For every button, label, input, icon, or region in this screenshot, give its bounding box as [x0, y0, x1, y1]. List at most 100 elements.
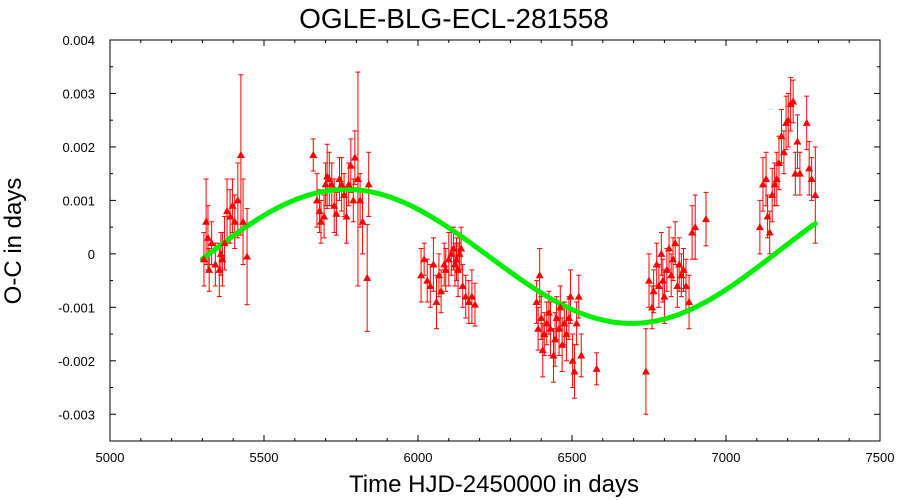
data-point [207, 239, 216, 247]
data-point [660, 292, 669, 300]
data-point [657, 249, 666, 257]
data-point [363, 273, 372, 281]
data-point [765, 228, 774, 236]
data-point [349, 196, 358, 204]
plot-frame [109, 39, 881, 442]
data-point [458, 281, 467, 289]
data-point [555, 324, 564, 332]
data-point [648, 303, 657, 311]
data-point [562, 330, 571, 338]
data-point [230, 217, 239, 225]
data-point [574, 292, 583, 300]
data-point [681, 281, 690, 289]
data-point [444, 255, 453, 263]
data-point [233, 196, 242, 204]
data-point [534, 324, 543, 332]
data-point [544, 308, 553, 316]
y-tick-label: 0.003 [62, 86, 95, 101]
data-point [218, 255, 227, 263]
data-point [758, 180, 767, 188]
data-point [568, 356, 577, 364]
y-tick-label: 0.001 [62, 193, 95, 208]
data-markers [199, 97, 820, 375]
data-point [649, 287, 658, 295]
data-point [449, 244, 458, 252]
x-tick-label: 7500 [866, 450, 895, 465]
y-tick-label: 0.004 [62, 33, 95, 48]
data-point [770, 180, 779, 188]
data-point [211, 260, 220, 268]
data-point [540, 330, 549, 338]
data-point [441, 265, 450, 273]
data-point [549, 351, 558, 359]
data-point [335, 175, 344, 183]
data-point [675, 260, 684, 268]
data-point [205, 265, 214, 273]
data-point [795, 169, 804, 177]
data-point [652, 260, 661, 268]
data-point [423, 276, 432, 284]
y-tick-label: 0 [88, 247, 95, 262]
data-point [467, 292, 476, 300]
data-point [356, 196, 365, 204]
data-point [701, 215, 710, 223]
data-point [346, 161, 355, 169]
data-point [779, 148, 788, 156]
x-tick-label: 5000 [96, 450, 125, 465]
data-point [327, 180, 336, 188]
data-point [353, 175, 362, 183]
data-point [807, 175, 816, 183]
data-point [342, 212, 351, 220]
data-point [784, 116, 793, 124]
data-point [774, 158, 783, 166]
data-point [457, 244, 466, 252]
data-point [556, 303, 565, 311]
x-tick-label: 7000 [712, 450, 741, 465]
data-point [228, 201, 237, 209]
data-point [320, 212, 329, 220]
data-point [665, 244, 674, 252]
data-point [560, 319, 569, 327]
y-axis-title: O-C in days [0, 178, 27, 305]
data-point [577, 351, 586, 359]
data-point [667, 271, 676, 279]
data-point [755, 223, 764, 231]
data-point [566, 292, 575, 300]
data-point [592, 364, 601, 372]
data-point [537, 314, 546, 322]
data-point [671, 239, 680, 247]
data-point [793, 137, 802, 145]
data-point [236, 150, 245, 158]
data-point [685, 297, 694, 305]
data-point [340, 191, 349, 199]
x-tick-label: 5500 [250, 450, 279, 465]
data-point [677, 271, 686, 279]
y-tick-label: 0.002 [62, 140, 95, 155]
data-point [772, 175, 781, 183]
data-point [330, 201, 339, 209]
data-point [535, 271, 544, 279]
data-point [315, 207, 324, 215]
axis-ticks: 5000 5500 6000 6500 7000 7500 -0.003 -0.002 -0.0… [58, 33, 894, 465]
data-point [572, 319, 581, 327]
data-point [447, 249, 456, 257]
data-point [223, 207, 232, 215]
data-point [564, 314, 573, 322]
data-point [243, 252, 252, 260]
data-point [654, 281, 663, 289]
data-point [645, 276, 653, 284]
data-point [199, 255, 208, 263]
data-point [417, 271, 426, 279]
data-point [691, 223, 700, 231]
data-point [802, 118, 811, 126]
data-point [321, 180, 330, 188]
data-point [344, 180, 353, 188]
data-point [337, 180, 346, 188]
data-point [768, 191, 777, 199]
data-point [332, 209, 341, 217]
data-point [434, 271, 443, 279]
data-point [215, 265, 224, 273]
data-point [312, 196, 321, 204]
y-tick-label: -0.002 [58, 354, 95, 369]
